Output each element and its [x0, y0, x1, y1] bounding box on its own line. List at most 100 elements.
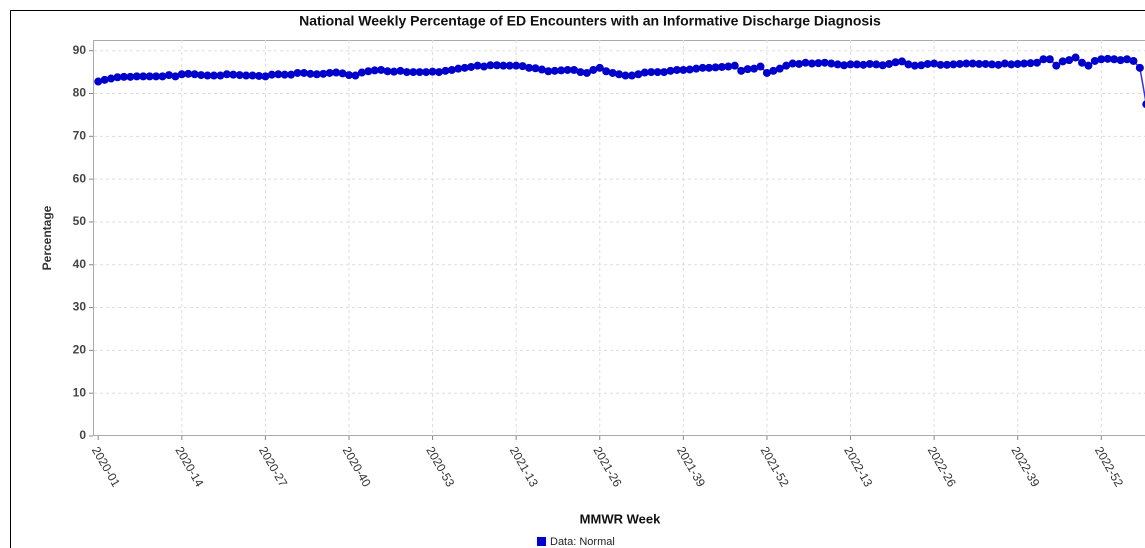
data-point: [730, 61, 739, 70]
data-point: [807, 59, 816, 68]
data-point: [415, 68, 424, 77]
data-point: [312, 70, 321, 79]
data-point: [332, 68, 341, 77]
data-point: [1039, 55, 1048, 64]
data-point: [827, 59, 836, 68]
data-point: [1058, 57, 1067, 66]
data-point: [447, 65, 456, 74]
data-point: [492, 61, 501, 70]
data-point: [216, 71, 225, 80]
data-point: [1103, 54, 1112, 63]
data-point: [473, 61, 482, 70]
data-point: [711, 63, 720, 72]
data-point: [923, 59, 932, 68]
data-point: [454, 64, 463, 73]
data-point: [544, 67, 553, 76]
data-point: [852, 60, 861, 69]
data-point: [557, 66, 566, 75]
data-point: [512, 61, 521, 70]
data-point: [962, 59, 971, 68]
data-point: [1142, 100, 1145, 108]
data-point: [846, 60, 855, 69]
data-point: [357, 68, 366, 77]
data-point: [615, 70, 624, 79]
data-point: [377, 65, 386, 74]
data-point: [589, 65, 598, 74]
data-point: [904, 60, 913, 69]
data-point: [171, 72, 180, 81]
data-point: [435, 68, 444, 77]
data-point: [608, 68, 617, 77]
data-point: [936, 60, 945, 69]
data-point: [550, 66, 559, 75]
data-point: [267, 70, 276, 79]
data-point: [795, 59, 804, 68]
data-point: [254, 71, 263, 80]
data-point: [351, 71, 360, 80]
data-point: [338, 69, 347, 78]
data-point: [602, 67, 611, 76]
data-point: [775, 64, 784, 73]
data-point: [1129, 56, 1138, 65]
data-point: [582, 68, 591, 77]
data-point: [859, 60, 868, 69]
data-point: [692, 64, 701, 73]
data-point: [1123, 55, 1132, 64]
data-point: [737, 66, 746, 75]
data-point: [190, 70, 199, 79]
data-point: [486, 61, 495, 70]
data-point: [724, 62, 733, 71]
data-point: [222, 70, 231, 79]
data-point: [1007, 60, 1016, 69]
data-point: [177, 70, 186, 79]
y-tick-label: 0: [79, 428, 86, 442]
data-point: [184, 69, 193, 78]
data-point: [152, 72, 161, 81]
data-point: [1097, 55, 1106, 64]
data-point: [1013, 59, 1022, 68]
data-point: [280, 70, 289, 79]
data-point: [287, 70, 296, 79]
data-point: [306, 69, 315, 78]
data-point: [801, 58, 810, 67]
x-axis-label: MMWR Week: [580, 511, 661, 526]
data-point: [1045, 55, 1054, 64]
data-point: [865, 59, 874, 68]
data-point: [203, 71, 212, 80]
y-tick-label: 20: [73, 343, 87, 357]
y-axis-label: Percentage: [40, 205, 54, 270]
data-point: [428, 67, 437, 76]
data-point: [627, 71, 636, 80]
data-point: [660, 68, 669, 77]
legend-label: Data: Normal: [550, 536, 615, 548]
data-point: [833, 60, 842, 69]
plot-area: [93, 40, 1145, 436]
data-point: [930, 59, 939, 68]
data-point: [383, 67, 392, 76]
data-point: [422, 68, 431, 77]
data-point: [968, 59, 977, 68]
data-point: [248, 71, 257, 80]
data-point: [319, 69, 328, 78]
data-point: [364, 67, 373, 76]
data-point: [576, 68, 585, 77]
data-point: [949, 60, 958, 69]
data-point: [942, 60, 951, 69]
data-point: [139, 72, 148, 81]
data-point: [132, 72, 141, 81]
data-point: [987, 60, 996, 69]
data-point: [389, 67, 398, 76]
data-point: [531, 64, 540, 73]
data-point: [126, 72, 135, 81]
data-point: [563, 65, 572, 74]
data-point: [897, 57, 906, 66]
data-point: [1135, 63, 1144, 72]
data-point: [344, 71, 353, 80]
data-point: [1026, 59, 1035, 68]
y-tick-label: 60: [73, 171, 87, 185]
data-point: [666, 66, 675, 75]
data-point: [891, 58, 900, 67]
y-tick-label: 40: [73, 257, 87, 271]
data-point: [621, 71, 630, 80]
